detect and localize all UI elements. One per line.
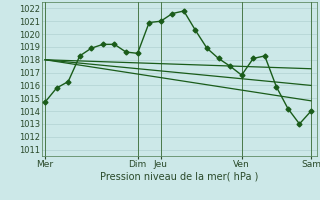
X-axis label: Pression niveau de la mer( hPa ): Pression niveau de la mer( hPa ) bbox=[100, 172, 258, 182]
